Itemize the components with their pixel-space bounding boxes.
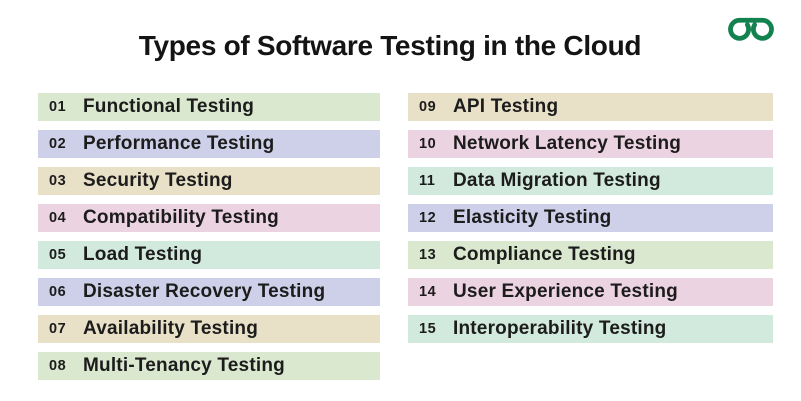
item-number: 01 (49, 99, 67, 115)
item-number: 15 (419, 321, 437, 337)
item-number: 10 (419, 136, 437, 152)
list-item: 02 Performance Testing (38, 130, 380, 158)
list-item: 15 Interoperability Testing (408, 315, 773, 343)
list-item: 13 Compliance Testing (408, 241, 773, 269)
list-item: 05 Load Testing (38, 241, 380, 269)
list-item: 14 User Experience Testing (408, 278, 773, 306)
list-item: 10 Network Latency Testing (408, 130, 773, 158)
item-number: 05 (49, 247, 67, 263)
item-number: 08 (49, 358, 67, 374)
item-label: Load Testing (83, 244, 203, 265)
item-number: 14 (419, 284, 437, 300)
item-label: Security Testing (83, 170, 233, 191)
item-label: Multi-Tenancy Testing (83, 355, 285, 376)
list-item: 09 API Testing (408, 93, 773, 121)
list-item: 12 Elasticity Testing (408, 204, 773, 232)
item-label: Availability Testing (83, 318, 259, 339)
item-label: Interoperability Testing (453, 318, 667, 339)
item-label: Data Migration Testing (453, 170, 661, 191)
item-number: 11 (419, 173, 436, 189)
list-item: 03 Security Testing (38, 167, 380, 195)
list-item: 01 Functional Testing (38, 93, 380, 121)
list-item: 08 Multi-Tenancy Testing (38, 352, 380, 380)
list-column-right: 09 API Testing 10 Network Latency Testin… (408, 93, 773, 389)
testing-types-list: 01 Functional Testing 02 Performance Tes… (38, 93, 773, 389)
item-number: 06 (49, 284, 67, 300)
item-number: 03 (49, 173, 67, 189)
item-number: 04 (49, 210, 67, 226)
list-item: 06 Disaster Recovery Testing (38, 278, 380, 306)
geeksforgeeks-logo-icon (725, 11, 777, 43)
list-column-left: 01 Functional Testing 02 Performance Tes… (38, 93, 380, 389)
item-number: 13 (419, 247, 437, 263)
list-item: 07 Availability Testing (38, 315, 380, 343)
item-label: Compatibility Testing (83, 207, 279, 228)
item-label: User Experience Testing (453, 281, 678, 302)
item-label: Compliance Testing (453, 244, 636, 265)
item-label: Network Latency Testing (453, 133, 682, 154)
list-item: 04 Compatibility Testing (38, 204, 380, 232)
item-number: 12 (419, 210, 437, 226)
item-label: Performance Testing (83, 133, 275, 154)
item-number: 09 (419, 99, 437, 115)
item-label: Elasticity Testing (453, 207, 612, 228)
item-label: API Testing (453, 96, 559, 117)
list-item: 11 Data Migration Testing (408, 167, 773, 195)
item-label: Disaster Recovery Testing (83, 281, 326, 302)
item-label: Functional Testing (83, 96, 255, 117)
page-title: Types of Software Testing in the Cloud (138, 30, 642, 61)
item-number: 07 (49, 321, 67, 337)
item-number: 02 (49, 136, 67, 152)
